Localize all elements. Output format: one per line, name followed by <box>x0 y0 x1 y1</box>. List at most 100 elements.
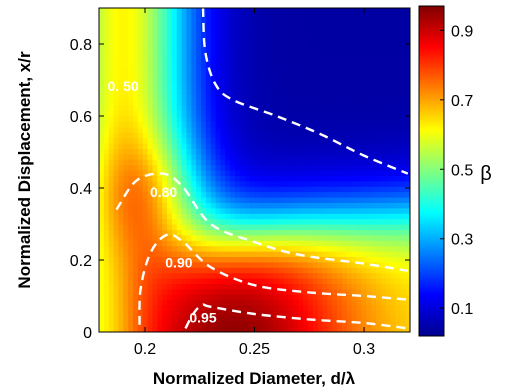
heatmap-cell <box>307 234 314 241</box>
heatmap-cell <box>167 224 173 230</box>
heatmap-cell <box>341 72 348 79</box>
heatmap-cell <box>249 267 256 274</box>
heatmap-cell <box>269 229 275 236</box>
heatmap-cell <box>162 18 168 25</box>
heatmap-cell <box>317 229 324 236</box>
heatmap-cell <box>288 51 294 58</box>
heatmap-cell <box>259 99 265 106</box>
heatmap-cell <box>191 207 197 214</box>
heatmap-cell <box>380 83 387 90</box>
heatmap-cell <box>361 40 367 47</box>
heatmap-cell <box>254 283 260 290</box>
heatmap-cell <box>171 170 178 176</box>
heatmap-cell <box>264 186 270 193</box>
heatmap-cell <box>191 132 197 139</box>
heatmap-cell <box>390 245 397 252</box>
heatmap-cell <box>273 121 280 128</box>
heatmap-cell <box>147 18 154 25</box>
heatmap-cell <box>307 143 314 149</box>
heatmap-cell <box>157 245 163 252</box>
heatmap-cell <box>312 132 319 139</box>
heatmap-cell <box>201 89 207 95</box>
heatmap-cell <box>191 224 197 230</box>
heatmap-cell <box>341 299 348 306</box>
heatmap-cell <box>167 132 173 139</box>
heatmap-cell <box>181 89 188 95</box>
heatmap-cell <box>225 83 231 90</box>
heatmap-cell <box>171 148 178 155</box>
heatmap-cell <box>380 213 387 220</box>
heatmap-cell <box>113 170 120 176</box>
heatmap-cell <box>361 67 367 74</box>
heatmap-cell <box>123 78 129 85</box>
heatmap-cell <box>356 164 363 171</box>
heatmap-cell <box>196 137 202 144</box>
heatmap-cell <box>293 29 299 36</box>
heatmap-cell <box>400 278 406 284</box>
heatmap-cell <box>317 288 324 295</box>
heatmap-cell <box>215 251 222 257</box>
heatmap-cell <box>118 256 124 263</box>
heatmap-cell <box>332 35 338 41</box>
heatmap-cell <box>186 99 192 106</box>
heatmap-cell <box>181 315 188 322</box>
heatmap-cell <box>123 94 129 101</box>
heatmap-cell <box>371 283 377 290</box>
heatmap-cell <box>327 51 333 58</box>
heatmap-cell <box>167 283 173 290</box>
heatmap-cell <box>288 207 294 214</box>
heatmap-cell <box>264 299 270 306</box>
heatmap-cell <box>317 251 324 257</box>
heatmap-cell <box>225 164 231 171</box>
heatmap-cell <box>176 299 183 306</box>
heatmap-cell <box>390 13 397 20</box>
heatmap-cell <box>390 213 397 220</box>
heatmap-cell <box>142 315 149 322</box>
heatmap-cell <box>346 137 353 144</box>
heatmap-cell <box>205 56 212 63</box>
heatmap-cell <box>157 99 163 106</box>
heatmap-cell <box>220 137 226 144</box>
heatmap-cell <box>405 18 410 25</box>
heatmap-cell <box>176 224 183 230</box>
heatmap-cell <box>191 78 197 85</box>
heatmap-cell <box>113 207 120 214</box>
heatmap-cell <box>205 83 212 90</box>
heatmap-cell <box>235 218 241 225</box>
heatmap-cell <box>346 245 353 252</box>
heatmap-cell <box>215 153 222 160</box>
heatmap-cell <box>298 8 304 14</box>
heatmap-cell <box>273 99 280 106</box>
heatmap-cell <box>375 40 382 47</box>
heatmap-cell <box>337 24 343 31</box>
heatmap-cell <box>390 110 397 117</box>
heatmap-cell <box>264 256 270 263</box>
heatmap-cell <box>108 35 115 41</box>
heatmap-cell <box>405 213 410 220</box>
heatmap-cell <box>157 56 163 63</box>
heatmap-cell <box>405 153 410 160</box>
heatmap-cell <box>303 105 309 112</box>
heatmap-cell <box>220 240 226 247</box>
heatmap-cell <box>332 72 338 79</box>
heatmap-cell <box>230 310 236 317</box>
heatmap-cell <box>283 234 290 241</box>
heatmap-cell <box>157 224 163 230</box>
heatmap-cell <box>230 116 236 122</box>
heatmap-cell <box>103 261 110 268</box>
heatmap-cell <box>176 218 183 225</box>
heatmap-cell <box>337 148 343 155</box>
heatmap-cell <box>317 175 324 182</box>
heatmap-cell <box>327 234 333 241</box>
heatmap-cell <box>385 45 392 52</box>
heatmap-cell <box>137 294 144 301</box>
heatmap-cell <box>283 72 290 79</box>
heatmap-cell <box>137 126 144 133</box>
heatmap-cell <box>210 305 217 311</box>
heatmap-cell <box>142 197 149 203</box>
heatmap-cell <box>99 126 105 133</box>
heatmap-cell <box>380 207 387 214</box>
heatmap-cell <box>225 218 231 225</box>
heatmap-cell <box>196 13 202 20</box>
heatmap-cell <box>162 8 168 14</box>
